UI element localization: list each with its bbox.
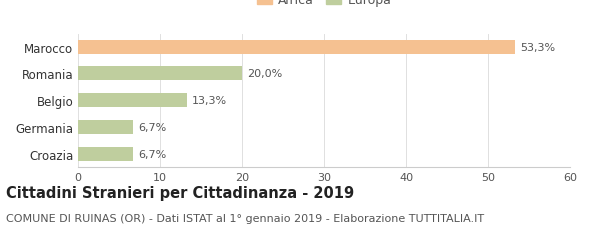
Bar (78, 67, 242, 81)
Text: 6,7%: 6,7% (138, 123, 166, 132)
Text: 53,3%: 53,3% (520, 42, 555, 52)
Bar (78, 147, 133, 161)
Text: 20,0%: 20,0% (247, 69, 282, 79)
Text: 13,3%: 13,3% (192, 96, 227, 106)
Text: 6,7%: 6,7% (138, 149, 166, 159)
Bar (78, 120, 133, 134)
Legend: Africa, Europa: Africa, Europa (253, 0, 395, 11)
Text: COMUNE DI RUINAS (OR) - Dati ISTAT al 1° gennaio 2019 - Elaborazione TUTTITALIA.: COMUNE DI RUINAS (OR) - Dati ISTAT al 1°… (6, 213, 484, 223)
Bar (78, 40, 515, 54)
Bar (78, 94, 187, 108)
Text: Cittadini Stranieri per Cittadinanza - 2019: Cittadini Stranieri per Cittadinanza - 2… (6, 185, 354, 200)
